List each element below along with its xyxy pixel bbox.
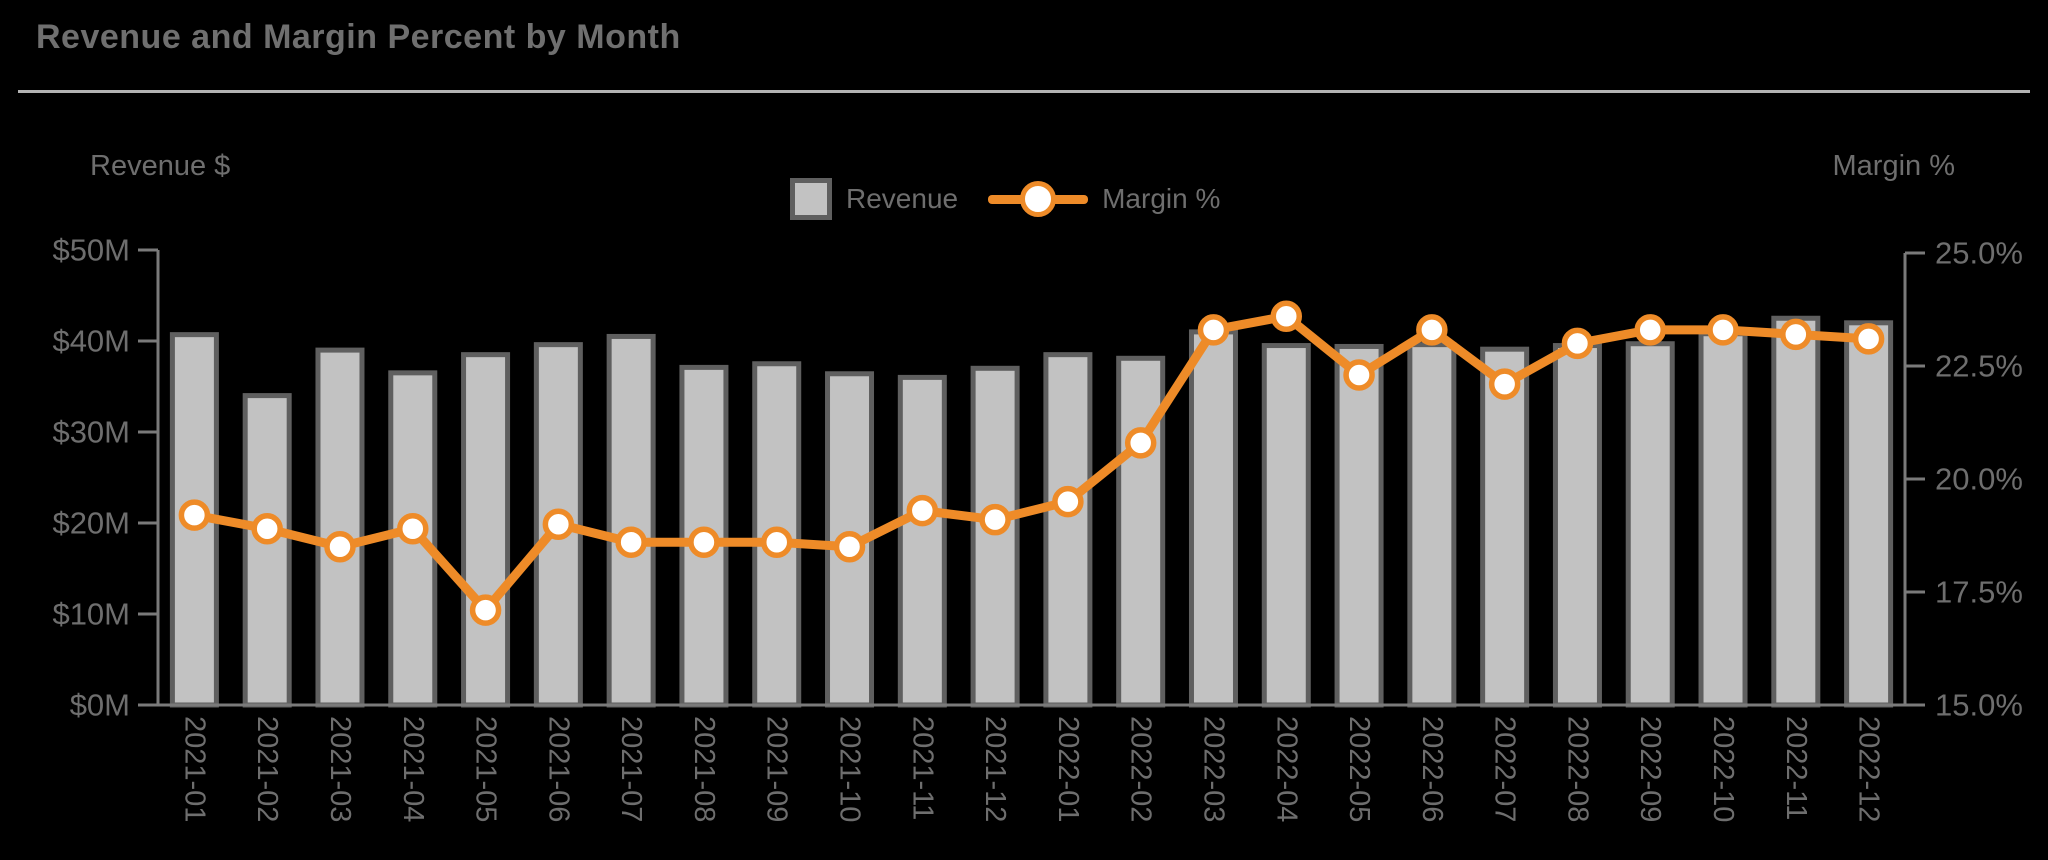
legend-revenue-label: Revenue	[846, 183, 959, 214]
x-axis-label: 2021-05	[470, 716, 502, 822]
left-axis-tick-label: $50M	[52, 233, 130, 268]
x-axis-label: 2022-08	[1561, 716, 1593, 822]
x-axis-label: 2022-09	[1634, 716, 1666, 822]
margin-point	[833, 531, 866, 563]
margin-marker-icon	[988, 181, 1089, 217]
left-axis-tick-label: $40M	[52, 324, 130, 359]
margin-point	[1124, 427, 1157, 459]
x-axis-label: 2021-04	[397, 716, 429, 822]
margin-point	[906, 494, 939, 527]
left-axis-tick-label: $30M	[52, 415, 130, 450]
margin-point	[1052, 485, 1084, 518]
margin-point	[1780, 318, 1812, 351]
margin-point	[1707, 314, 1739, 346]
margin-point	[1561, 327, 1594, 360]
x-axis-label: 2022-02	[1125, 716, 1157, 822]
revenue-bar	[461, 352, 511, 708]
x-axis-label: 2021-09	[761, 716, 793, 822]
margin-point	[178, 499, 211, 531]
left-axis-tick-label: $20M	[52, 506, 130, 541]
margin-point	[1270, 300, 1303, 333]
x-axis-label: 2021-02	[251, 716, 283, 822]
margin-point	[979, 503, 1011, 536]
margin-point	[688, 526, 720, 559]
x-axis-label: 2021-06	[542, 716, 574, 822]
legend: Revenue Margin %	[790, 178, 1220, 220]
left-axis-tick-label: $0M	[70, 688, 130, 723]
x-axis-label: 2022-06	[1416, 716, 1448, 822]
legend-margin-label: Margin %	[1102, 183, 1221, 214]
x-axis-label: 2021-11	[906, 716, 938, 820]
revenue-bar	[1261, 343, 1311, 708]
legend-item-revenue: Revenue	[790, 178, 958, 220]
x-axis-label: 2021-03	[324, 716, 356, 822]
x-axis-label: 2022-11	[1780, 716, 1812, 820]
margin-point	[397, 512, 429, 545]
revenue-bar	[1188, 329, 1238, 708]
margin-point	[1197, 314, 1230, 346]
margin-point	[615, 526, 647, 559]
x-axis-label: 2022-05	[1343, 716, 1375, 822]
x-axis-label: 2022-12	[1853, 716, 1885, 822]
revenue-bar	[970, 365, 1020, 708]
margin-point	[251, 512, 283, 545]
revenue-swatch-icon	[790, 178, 832, 220]
margin-point	[1488, 368, 1521, 400]
margin-point	[469, 594, 502, 626]
margin-point	[760, 526, 793, 559]
revenue-bar	[1043, 352, 1093, 708]
right-axis-title: Margin %	[1832, 150, 1956, 182]
left-axis-title: Revenue $	[90, 150, 231, 182]
revenue-bar	[1625, 341, 1675, 708]
revenue-bar	[897, 374, 947, 708]
title-divider	[18, 90, 2030, 93]
right-axis-tick-label: 25.0%	[1935, 236, 2023, 271]
revenue-bar	[1407, 342, 1457, 708]
revenue-bar	[606, 333, 656, 708]
revenue-bar	[1480, 346, 1530, 708]
chart-title: Revenue and Margin Percent by Month	[36, 18, 681, 56]
x-axis-label: 2022-04	[1270, 716, 1302, 822]
x-axis-label: 2022-07	[1489, 716, 1521, 822]
revenue-bar	[1334, 343, 1384, 708]
revenue-bar	[242, 393, 292, 708]
x-axis-label: 2021-08	[688, 716, 720, 822]
margin-point	[542, 508, 575, 540]
margin-point	[1634, 314, 1666, 346]
x-axis-label: 2021-07	[615, 716, 647, 822]
margin-line	[189, 311, 1874, 615]
right-axis-tick-label: 22.5%	[1935, 349, 2023, 384]
legend-item-margin: Margin %	[988, 181, 1220, 217]
margin-point	[1852, 323, 1885, 355]
margin-point	[1416, 314, 1448, 346]
right-axis-tick-label: 20.0%	[1935, 462, 2023, 497]
revenue-bar	[1771, 315, 1821, 708]
x-axis-label: 2022-10	[1707, 716, 1739, 822]
revenue-bar	[1552, 343, 1602, 708]
x-axis-label: 2021-12	[979, 716, 1011, 822]
left-axis-tick-label: $10M	[52, 597, 130, 632]
x-axis-label: 2021-01	[178, 716, 210, 822]
margin-point	[1343, 359, 1375, 391]
right-axis-tick-label: 17.5%	[1935, 575, 2023, 610]
revenue-bar	[1698, 331, 1748, 708]
x-axis-label: 2022-03	[1197, 716, 1229, 822]
revenue-bar	[315, 347, 365, 708]
x-axis-label: 2021-10	[834, 716, 866, 822]
x-axis-label: 2022-01	[1052, 716, 1084, 822]
revenue-bar	[1844, 320, 1894, 708]
margin-point	[324, 531, 356, 563]
revenue-bar	[1116, 355, 1166, 708]
right-axis-tick-label: 15.0%	[1935, 688, 2023, 723]
